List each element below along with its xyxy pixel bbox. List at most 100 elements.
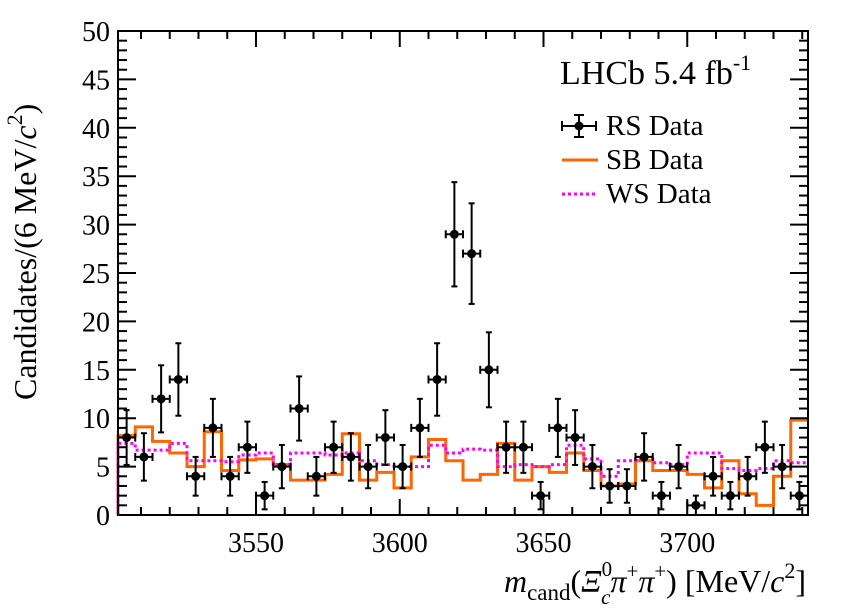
data-point — [513, 420, 533, 474]
data-marker — [173, 374, 183, 384]
axis-ticks — [118, 31, 808, 515]
data-point — [134, 432, 154, 482]
sb-step-line — [116, 418, 808, 515]
data-marker — [743, 471, 753, 481]
data-point — [617, 468, 637, 504]
data-point — [427, 342, 447, 417]
legend-label-sb: SB Data — [606, 144, 704, 176]
data-point — [272, 443, 292, 490]
x-tick-label: 3600 — [372, 528, 428, 559]
data-point — [255, 480, 275, 511]
data-point — [548, 397, 568, 458]
data-marker — [691, 500, 701, 510]
data-marker — [225, 471, 235, 481]
data-point — [462, 202, 482, 305]
y-tick-label: 15 — [82, 356, 110, 387]
data-marker — [260, 491, 270, 501]
data-marker — [363, 462, 373, 472]
data-point — [341, 432, 361, 482]
data-marker — [139, 452, 149, 462]
data-marker — [725, 491, 735, 501]
legend-rs-marker — [561, 114, 597, 138]
data-point — [151, 364, 171, 434]
data-point — [186, 455, 206, 497]
data-point — [393, 443, 413, 490]
data-marker — [329, 442, 339, 452]
data-point — [358, 443, 378, 490]
data-point — [237, 420, 257, 474]
data-marker — [777, 462, 787, 472]
data-marker — [191, 471, 201, 481]
data-point — [703, 455, 723, 497]
data-marker — [674, 462, 684, 472]
data-marker — [622, 481, 632, 491]
data-marker — [432, 374, 442, 384]
y-tick-label: 10 — [82, 404, 110, 435]
data-point — [686, 494, 706, 515]
experiment-label: LHCb 5.4 fb-1 — [560, 50, 751, 92]
data-point — [600, 468, 620, 504]
data-marker — [208, 423, 218, 433]
data-marker — [605, 481, 615, 491]
data-marker — [501, 442, 511, 452]
data-point — [168, 342, 188, 417]
y-tick-label: 45 — [82, 65, 110, 96]
data-marker — [156, 394, 166, 404]
legend-label-ws: WS Data — [606, 178, 712, 210]
data-marker — [467, 249, 477, 259]
data-marker — [449, 229, 459, 239]
y-tick-label: 5 — [96, 453, 110, 484]
legend: RS Data SB Data WS Data — [561, 110, 712, 210]
y-axis-title: Candidates/(6 MeV/c2) — [2, 104, 43, 400]
data-marker — [415, 423, 425, 433]
x-axis-title: mcand(Ξ0 cπ+π+) [MeV/c2] — [504, 557, 806, 609]
data-marker — [484, 365, 494, 375]
data-marker — [708, 471, 718, 481]
data-marker — [380, 433, 390, 443]
data-point — [755, 420, 775, 474]
data-marker — [518, 442, 528, 452]
y-tick-label: 40 — [82, 114, 110, 145]
y-tick-label: 50 — [82, 17, 110, 48]
data-point — [634, 432, 654, 482]
data-marker — [639, 452, 649, 462]
data-marker — [570, 433, 580, 443]
data-point — [410, 397, 430, 458]
data-point — [306, 455, 326, 497]
data-marker — [398, 462, 408, 472]
sb-histogram — [116, 418, 808, 515]
x-tick-label: 3550 — [228, 528, 284, 559]
data-marker — [346, 452, 356, 462]
rs-points — [118, 181, 808, 515]
data-marker — [587, 462, 597, 472]
data-point — [720, 480, 740, 511]
data-point — [772, 443, 792, 490]
y-tick-label: 20 — [82, 307, 110, 338]
y-tick-label: 25 — [82, 259, 110, 290]
data-marker — [760, 442, 770, 452]
data-marker — [553, 423, 563, 433]
data-marker — [656, 491, 666, 501]
data-point — [220, 455, 240, 497]
data-marker — [277, 462, 287, 472]
data-point — [324, 420, 344, 474]
y-tick-label: 30 — [82, 211, 110, 242]
x-tick-label: 3650 — [516, 528, 572, 559]
tick-labels: 3550 3600 3650 3700 0 5 10 15 20 25 30 35 40 45 50 — [82, 17, 715, 559]
data-point — [582, 443, 602, 490]
y-tick-label: 35 — [82, 162, 110, 193]
data-marker — [536, 491, 546, 501]
legend-label-rs: RS Data — [606, 110, 704, 142]
data-marker — [242, 442, 252, 452]
x-tick-label: 3700 — [659, 528, 715, 559]
y-tick-label: 0 — [96, 501, 110, 532]
data-point — [531, 480, 551, 511]
data-point — [479, 331, 499, 409]
data-point — [375, 409, 395, 466]
data-marker — [294, 404, 304, 414]
data-point — [738, 455, 758, 497]
data-marker — [311, 471, 321, 481]
data-point — [565, 409, 585, 466]
data-point — [289, 375, 309, 442]
